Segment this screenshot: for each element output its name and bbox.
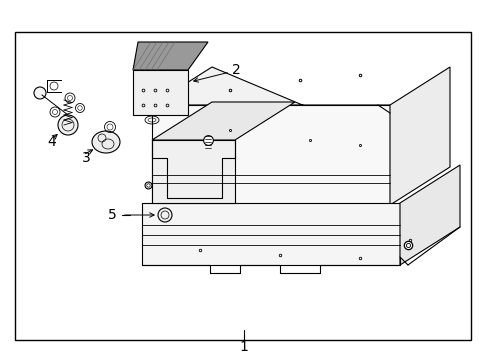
Text: 1: 1 (239, 340, 248, 354)
Circle shape (58, 115, 78, 135)
Text: 4: 4 (47, 135, 56, 149)
Polygon shape (152, 140, 235, 203)
Polygon shape (133, 42, 207, 70)
Circle shape (158, 208, 172, 222)
Polygon shape (152, 67, 449, 167)
Ellipse shape (92, 131, 120, 153)
Polygon shape (142, 203, 399, 265)
Polygon shape (152, 105, 389, 205)
Text: 5: 5 (108, 208, 117, 222)
Bar (15, 32, 470, 340)
Text: 3: 3 (82, 151, 91, 165)
Polygon shape (389, 67, 449, 205)
Text: 2: 2 (231, 63, 240, 77)
Bar (133, 70, 187, 115)
Polygon shape (399, 165, 459, 265)
Circle shape (34, 87, 46, 99)
Polygon shape (152, 102, 294, 140)
